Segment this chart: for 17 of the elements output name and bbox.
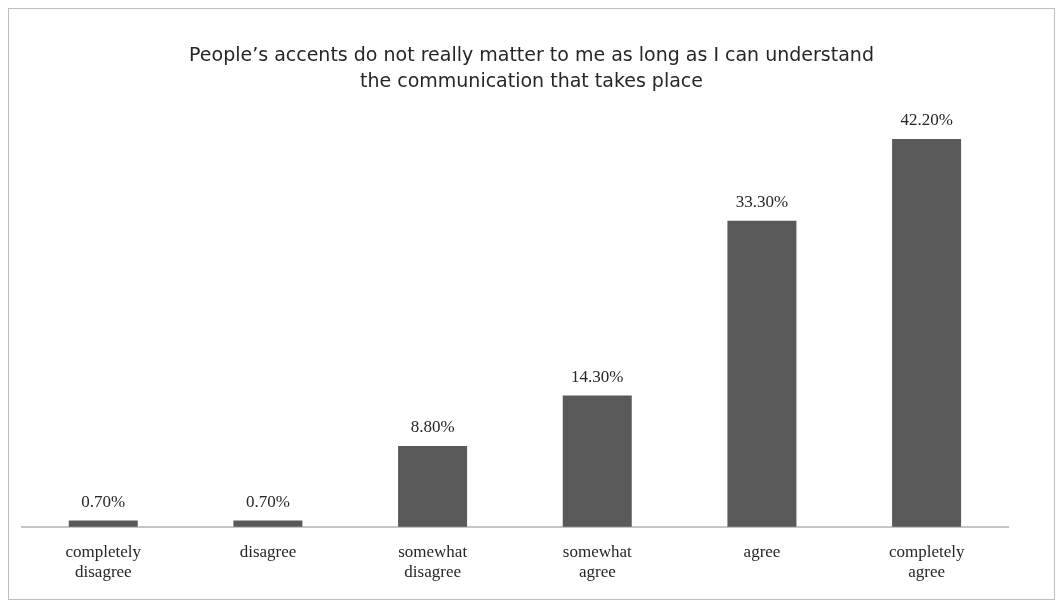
bar [562, 395, 632, 527]
data-label: 42.20% [900, 110, 953, 129]
chart-title: People’s accents do not really matter to me as long as I can understand the communication that takes place [188, 42, 875, 93]
data-label: 33.30% [735, 191, 789, 211]
data-label: 8.80% [410, 417, 455, 437]
bar [398, 446, 468, 527]
x-tick-label: completely agree [888, 542, 965, 581]
x-tick-label: completely disagree [65, 542, 142, 581]
data-label: 14.30% [571, 366, 624, 386]
x-tick-label: agree [743, 542, 781, 561]
x-tick-label: disagree [239, 542, 297, 561]
bar [892, 139, 962, 527]
data-label: 0.70% [245, 491, 290, 511]
bar [727, 220, 797, 527]
x-tick-label: somewhat agree [562, 542, 633, 581]
data-label: 0.70% [81, 491, 126, 511]
x-tick-label: somewhat disagree [398, 542, 468, 581]
